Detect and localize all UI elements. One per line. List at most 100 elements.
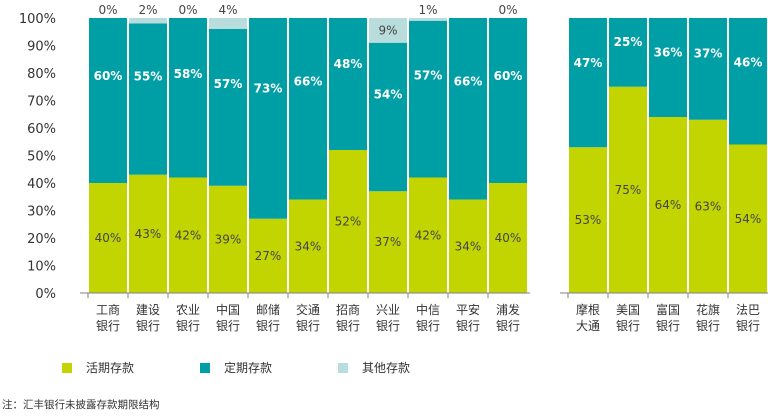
data-label: 53%: [575, 213, 602, 227]
x-tick-label: 银行: [336, 319, 360, 333]
data-label: 0%: [498, 3, 517, 17]
bar-segment-1: [489, 183, 527, 293]
x-tick-label: 银行: [416, 319, 440, 333]
data-label: 42%: [175, 228, 202, 242]
bar-segment-1: [169, 177, 207, 293]
x-tick-label: 富国: [656, 302, 680, 317]
y-tick-label: 30%: [27, 205, 56, 220]
x-tick-label: 银行: [96, 319, 120, 333]
data-label: 27%: [255, 249, 282, 263]
bar-segment-3: [369, 18, 407, 43]
bar-segment-2: [649, 18, 687, 117]
bar-segment-2: [489, 18, 527, 183]
data-labels: 40% 60% 0% 43% 55% 2% 42% 58% 0% 39% 57% 4% 27% 73% 34…: [94, 3, 763, 263]
x-tick-label: 银行: [176, 319, 200, 333]
x-tick-label: 平安: [456, 302, 480, 317]
x-tick-label: 银行: [696, 319, 720, 333]
bars: [89, 18, 767, 293]
data-label: 46%: [734, 55, 763, 69]
y-tick-label: 90%: [27, 40, 56, 55]
bar-segment-2: [249, 18, 287, 219]
y-tick-label: 80%: [27, 67, 56, 82]
data-label: 40%: [95, 231, 122, 245]
y-tick-label: 0%: [35, 287, 56, 302]
data-label: 9%: [378, 23, 397, 37]
legend-swatch: [338, 363, 348, 373]
data-label: 37%: [375, 235, 402, 249]
x-tick-label: 兴业: [376, 303, 400, 317]
bar-segment-3: [209, 18, 247, 29]
bar-segment-1: [89, 183, 127, 293]
data-label: 40%: [495, 231, 522, 245]
x-tick-label: 农业: [176, 303, 200, 317]
y-tick-label: 60%: [27, 122, 56, 137]
data-label: 73%: [254, 81, 283, 95]
data-label: 52%: [335, 215, 362, 229]
x-tick-label: 邮储: [256, 302, 280, 317]
data-label: 43%: [135, 227, 162, 241]
data-label: 60%: [494, 69, 523, 83]
bar-segment-2: [89, 18, 127, 183]
bar-segment-2: [449, 18, 487, 200]
x-tick-label: 银行: [736, 319, 760, 333]
data-label: 63%: [695, 199, 722, 213]
bar-segment-2: [169, 18, 207, 178]
data-label: 36%: [654, 46, 683, 60]
data-label: 1%: [418, 3, 437, 17]
bar-segment-2: [689, 18, 727, 120]
x-tick-label: 美国: [616, 303, 640, 317]
bar-segment-1: [569, 147, 607, 293]
data-label: 25%: [614, 35, 643, 49]
bar-segment-3: [129, 18, 167, 24]
data-label: 39%: [215, 232, 242, 246]
x-tick-label: 花旗: [696, 302, 720, 317]
bar-segment-1: [129, 174, 167, 293]
x-tick-label: 银行: [656, 319, 680, 333]
data-label: 64%: [655, 198, 682, 212]
bar-segment-2: [369, 42, 407, 192]
data-label: 60%: [94, 69, 123, 83]
data-label: 0%: [98, 3, 117, 17]
x-tick-label: 工商: [96, 302, 120, 317]
bar-segment-2: [409, 20, 447, 178]
data-label: 47%: [574, 56, 603, 70]
bar-segment-1: [729, 144, 767, 293]
bar-segment-1: [289, 199, 327, 293]
y-tick-label: 100%: [19, 12, 56, 27]
legend-label: 定期存款: [224, 360, 272, 375]
y-tick-label: 70%: [27, 95, 56, 110]
bar-segment-1: [449, 199, 487, 293]
data-label: 55%: [134, 69, 163, 83]
bar-segment-1: [249, 218, 287, 293]
data-label: 34%: [455, 239, 482, 253]
data-label: 58%: [174, 67, 203, 81]
data-label: 48%: [334, 57, 363, 71]
legend-swatch: [62, 363, 72, 373]
x-tick-label: 银行: [456, 319, 480, 333]
x-tick-label: 招商: [336, 302, 360, 317]
x-tick-label: 银行: [496, 319, 520, 333]
data-label: 4%: [218, 3, 237, 17]
bar-segment-3: [409, 18, 447, 21]
bar-segment-2: [329, 18, 367, 150]
bar-segment-1: [369, 191, 407, 293]
x-tick-label: 银行: [296, 319, 320, 333]
data-label: 42%: [415, 228, 442, 242]
bar-segment-2: [569, 18, 607, 148]
bar-segment-2: [289, 18, 327, 200]
bar-segment-1: [689, 119, 727, 293]
legend-swatch: [200, 363, 210, 373]
x-tick-label: 银行: [256, 319, 280, 333]
x-tick-label: 建设: [136, 303, 160, 317]
y-tick-label: 50%: [27, 150, 56, 165]
x-tick-label: 银行: [216, 319, 240, 333]
y-tick-label: 20%: [27, 232, 56, 247]
x-tick-label: 浦发: [496, 302, 520, 317]
x-tick-label: 法巴: [736, 303, 760, 317]
legend-label: 活期存款: [86, 361, 134, 375]
bar-segment-2: [209, 29, 247, 186]
bar-segment-1: [609, 86, 647, 293]
x-tick-label: 中国: [216, 302, 240, 317]
